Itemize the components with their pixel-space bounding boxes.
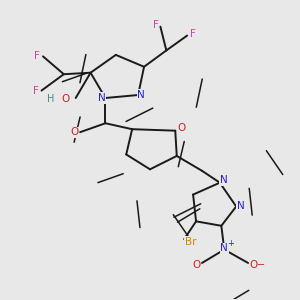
Text: O: O [249,260,258,270]
Text: N: N [237,202,244,212]
Text: O: O [178,123,186,133]
Text: O: O [70,127,78,137]
Text: O: O [61,94,69,104]
Text: F: F [190,29,196,39]
Text: F: F [34,51,40,62]
Text: +: + [227,238,234,247]
Text: O: O [193,260,201,270]
Text: −: − [257,260,266,270]
Text: N: N [137,90,145,100]
Text: F: F [33,85,38,96]
Text: F: F [153,20,159,30]
Text: Br: Br [185,236,196,247]
Text: N: N [220,243,228,253]
Text: N: N [220,175,227,185]
Text: N: N [98,93,106,103]
Text: H: H [47,94,54,104]
